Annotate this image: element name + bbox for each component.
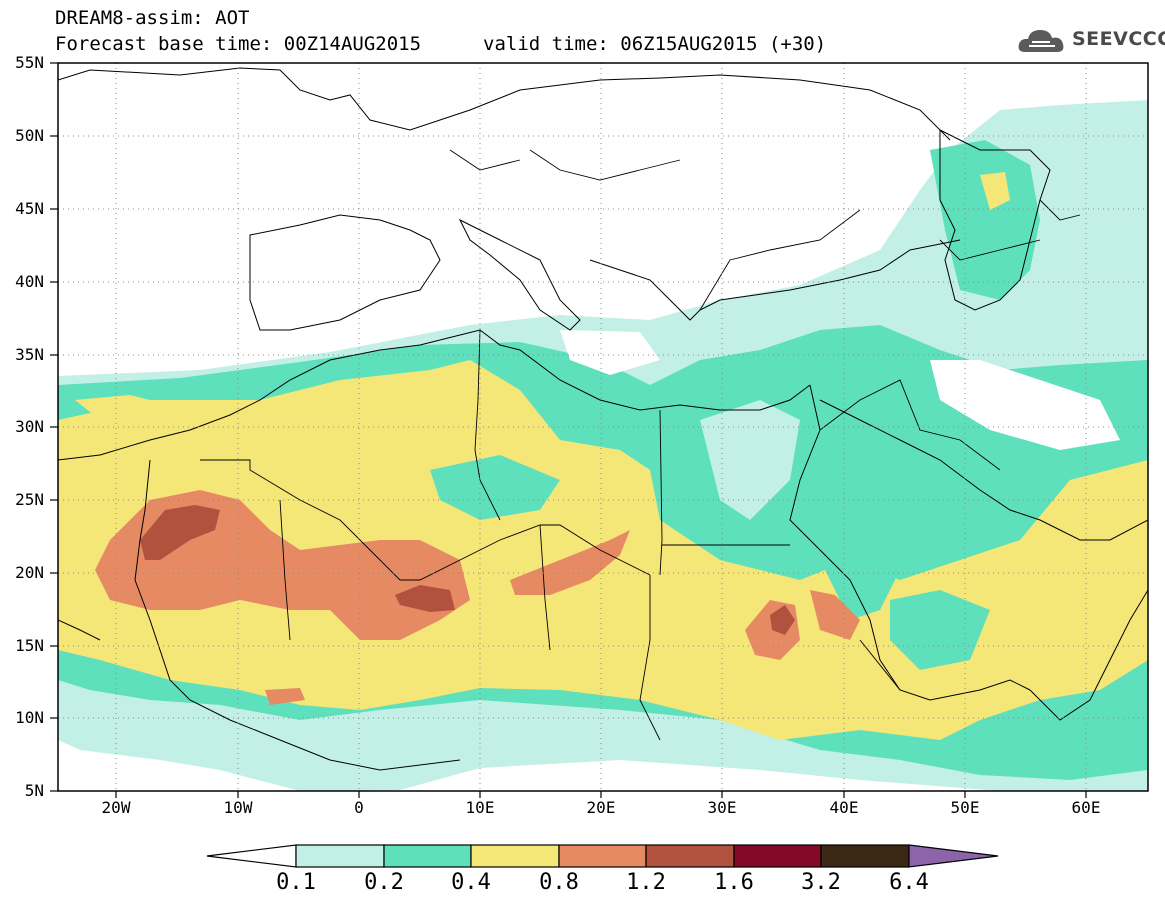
lat-label: 30N [15, 417, 44, 436]
lat-label: 40N [15, 272, 44, 291]
lon-label: 60E [1071, 798, 1101, 817]
colorbar-label: 1.6 [714, 870, 754, 895]
colorbar-label: 3.2 [801, 870, 841, 895]
lat-label: 35N [15, 345, 44, 364]
lon-label: 10E [465, 798, 495, 817]
colorbar-label: 6.4 [889, 870, 929, 895]
colorbar-label: 0.4 [451, 870, 491, 895]
colorbar-segment [908, 844, 999, 868]
logo-text: SEEVCCC [1072, 28, 1165, 50]
colorbar-segment [470, 844, 560, 868]
lon-label: 10W [223, 798, 253, 817]
colorbar-segment [558, 844, 647, 868]
lon-label: 20E [586, 798, 616, 817]
graticule [58, 63, 1148, 791]
lon-label: 40E [829, 798, 859, 817]
lon-label: 20W [101, 798, 131, 817]
lat-label: 55N [15, 53, 44, 72]
colorbar-segment [383, 844, 472, 868]
colorbar-label: 0.2 [364, 870, 404, 895]
colorbar-segment [733, 844, 822, 868]
lat-label: 45N [15, 199, 44, 218]
colorbar [206, 844, 999, 868]
colorbar-segment [295, 844, 385, 868]
colorbar-segment [820, 844, 910, 868]
seevccc-logo: SEEVCCC [1017, 22, 1165, 58]
lat-label: 15N [15, 636, 44, 655]
valid-time: valid time: 06Z15AUG2015 (+30) [483, 33, 827, 55]
axis-ticks [50, 62, 1087, 798]
coastlines [58, 67, 1148, 771]
forecast-base-time: Forecast base time: 00Z14AUG2015 [55, 33, 422, 55]
lon-label: 50E [950, 798, 980, 817]
chart-title: DREAM8-assim: AOT [55, 7, 250, 29]
colorbar-label: 0.1 [276, 870, 316, 895]
lat-label: 25N [15, 490, 44, 509]
lon-label: 30E [707, 798, 737, 817]
colorbar-label: 0.8 [539, 870, 579, 895]
cloud-icon [1018, 30, 1064, 52]
country-borders [200, 149, 1081, 741]
lat-label: 20N [15, 563, 44, 582]
colorbar-label: 1.2 [626, 870, 666, 895]
lat-label: 10N [15, 708, 44, 727]
lat-label: 5N [24, 781, 44, 800]
lat-label: 50N [15, 126, 44, 145]
lon-label: 0 [354, 798, 364, 817]
colorbar-segment [206, 844, 297, 868]
colorbar-segment [645, 844, 735, 868]
